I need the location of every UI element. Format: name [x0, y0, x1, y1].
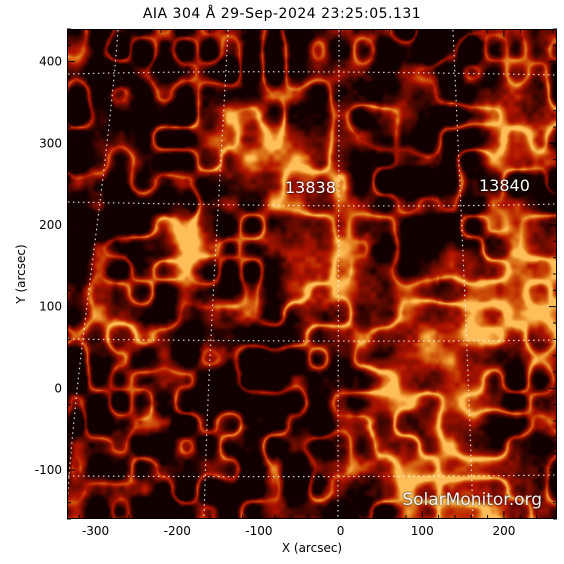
- x-tick-label: -300: [82, 524, 109, 538]
- x-tick-label: -100: [245, 524, 272, 538]
- grid-latitude-line: [68, 338, 556, 342]
- heliographic-grid: [68, 30, 556, 518]
- active-region-label: 13840: [479, 176, 530, 195]
- image-title: AIA 304 Å 29-Sep-2024 23:25:05.131: [142, 6, 422, 22]
- y-tick-label: 100: [39, 300, 62, 314]
- grid-longitude-line: [452, 30, 474, 518]
- solar-image-frame: 13838 13840 SolarMonitor.org: [67, 29, 557, 519]
- active-region-label: 13838: [285, 178, 336, 197]
- y-tick-label: -100: [35, 463, 62, 477]
- y-tick-label: 400: [39, 55, 62, 69]
- x-tick-label: -200: [164, 524, 191, 538]
- x-tick-label: 100: [411, 524, 434, 538]
- y-tick-label: 200: [39, 218, 62, 232]
- grid-longitude-line: [203, 30, 229, 518]
- y-tick-label: 300: [39, 136, 62, 150]
- grid-latitude-line: [68, 474, 556, 478]
- grid-latitude-line: [68, 201, 556, 207]
- solar-chromosphere-image: [68, 30, 556, 518]
- x-tick-label: 0: [337, 524, 345, 538]
- x-tick-label: 200: [492, 524, 515, 538]
- grid-longitude-line: [68, 30, 119, 499]
- grid-latitude-line: [68, 71, 556, 76]
- grid-longitude-line: [337, 30, 340, 518]
- y-tick-label: 0: [54, 381, 62, 395]
- watermark: SolarMonitor.org: [402, 490, 542, 510]
- x-axis-label: X (arcsec): [281, 541, 343, 555]
- y-axis-label: Y (arcsec): [14, 244, 28, 304]
